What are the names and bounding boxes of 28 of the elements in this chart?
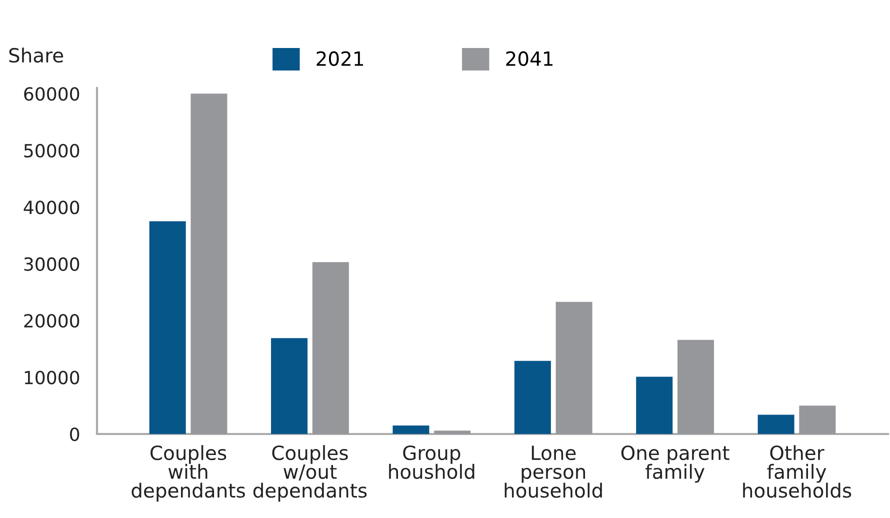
bar [190, 94, 228, 434]
x-tick-label: Lone person household [504, 446, 602, 498]
bar [677, 340, 714, 434]
bar [312, 262, 349, 434]
x-tick-label: Couples with dependants [132, 445, 245, 502]
y-tick-label: 30000 [24, 257, 80, 271]
legend-label: 2041 [506, 51, 552, 66]
y-tick-label: 60000 [24, 87, 80, 101]
y-tick-label: 20000 [24, 314, 80, 328]
y-tick-label: 10000 [24, 370, 80, 384]
x-tick-label: One parent family [621, 445, 730, 483]
x-tick-label: Couples w/out dependants [253, 445, 367, 502]
bar [392, 425, 430, 434]
bar [799, 406, 836, 434]
y-tick-label: 0 [70, 427, 80, 442]
y-axis-title: Share [9, 48, 64, 63]
legend-label: 2021 [316, 51, 363, 66]
bar [636, 376, 673, 434]
bar [514, 360, 551, 434]
bar [758, 414, 794, 434]
y-tick-label: 50000 [24, 144, 80, 158]
x-tick-label: Other family households [743, 445, 852, 498]
bar [434, 430, 471, 434]
bar [149, 221, 186, 434]
bar [556, 302, 592, 434]
y-tick-label: 40000 [24, 200, 80, 214]
x-tick-label: Group houshold [389, 445, 474, 479]
bar [271, 338, 308, 434]
